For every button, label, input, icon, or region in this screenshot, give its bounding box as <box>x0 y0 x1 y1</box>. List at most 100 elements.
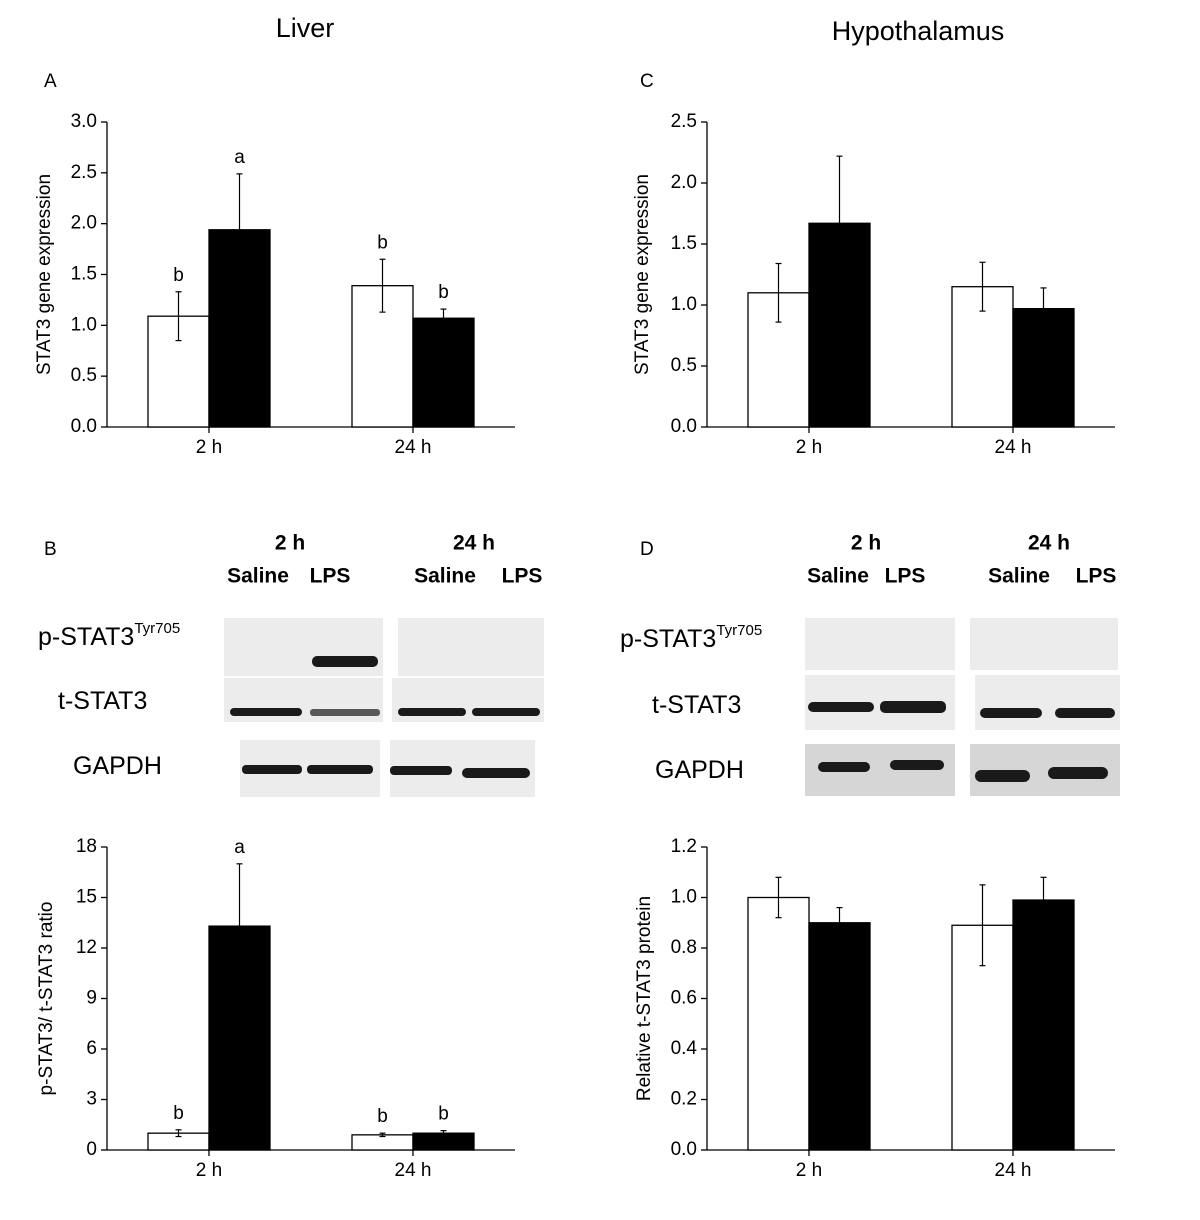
y-tick-label: 12 <box>76 937 97 958</box>
x-tick-label: 24 h <box>995 437 1032 458</box>
row-label-text: p-STAT3 <box>38 623 134 651</box>
error-bar <box>175 291 182 342</box>
band <box>472 708 540 716</box>
condition: Saline <box>807 565 869 588</box>
blot <box>975 675 1120 730</box>
y-tick-label: 1.0 <box>671 294 697 315</box>
y-tick-label: 0.0 <box>671 416 697 437</box>
x-tick-label: 24 h <box>395 1160 432 1181</box>
y-tick-label: 1.5 <box>671 233 697 254</box>
y-tick-label: 2.0 <box>671 172 697 193</box>
band <box>1048 767 1108 779</box>
error-bar <box>775 262 782 323</box>
row-label: p-STAT3Tyr705 <box>620 622 762 653</box>
band <box>312 656 378 667</box>
condition: LPS <box>1076 565 1117 588</box>
band <box>390 766 452 775</box>
bar <box>747 896 810 1151</box>
error-bar <box>979 884 986 967</box>
y-tick-label: 2.5 <box>71 162 97 183</box>
x-tick-label: 24 h <box>395 437 432 458</box>
group-time: 2 h <box>851 532 881 555</box>
row-label-text: t-STAT3 <box>58 687 147 715</box>
row-label: t-STAT3 <box>58 687 147 715</box>
error-bar <box>775 876 782 919</box>
y-axis-label: p-STAT3/ t-STAT3 ratio <box>36 902 57 1096</box>
significance-letter: a <box>234 837 245 858</box>
condition: Saline <box>414 565 476 588</box>
y-axis-label: STAT3 gene expression <box>632 174 653 375</box>
error-bar <box>175 1129 182 1138</box>
group-time: 24 h <box>1028 532 1070 555</box>
band <box>230 708 302 716</box>
y-axis-label: Relative t-STAT3 protein <box>634 896 655 1101</box>
significance-letter: b <box>438 1104 449 1125</box>
y-tick-label: 0 <box>86 1139 97 1160</box>
significance-letter: b <box>377 1106 388 1127</box>
y-tick-label: 1.2 <box>671 836 697 857</box>
bar <box>808 922 871 1151</box>
condition: Saline <box>227 565 289 588</box>
error-bar <box>379 1132 386 1138</box>
panel-letter: B <box>44 539 57 560</box>
y-tick-label: 0.4 <box>671 1038 698 1059</box>
x-tick-label: 2 h <box>196 1160 222 1181</box>
y-tick-label: 1.0 <box>671 887 697 908</box>
blot-images <box>224 618 1120 797</box>
error-bar <box>236 173 243 287</box>
band <box>980 708 1042 718</box>
x-tick-label: 2 h <box>796 437 822 458</box>
significance-letter: b <box>377 232 388 253</box>
row-label-sup: Tyr705 <box>134 620 180 637</box>
y-tick-label: 0.8 <box>671 937 697 958</box>
x-tick-label: 24 h <box>995 1160 1032 1181</box>
y-tick-label: 15 <box>76 887 97 908</box>
y-tick-label: 1.0 <box>71 314 97 335</box>
group-time: 2 h <box>275 532 305 555</box>
bar <box>412 317 475 428</box>
row-label: GAPDH <box>73 752 162 780</box>
band <box>1055 708 1115 718</box>
blot <box>970 618 1118 670</box>
band <box>310 709 380 716</box>
band <box>890 760 944 770</box>
y-tick-label: 0.2 <box>671 1089 697 1110</box>
y-tick-label: 0.5 <box>71 365 97 386</box>
panel-letter: C <box>640 71 654 92</box>
error-bar <box>979 261 986 312</box>
y-tick-label: 3 <box>86 1089 97 1110</box>
band <box>242 765 302 774</box>
condition: LPS <box>502 565 543 588</box>
y-tick-label: 18 <box>76 836 97 857</box>
column-title: Hypothalamus <box>832 16 1005 46</box>
row-label-text: p-STAT3 <box>620 625 716 653</box>
significance-letter: a <box>234 147 245 168</box>
y-tick-label: 3.0 <box>71 111 97 132</box>
group-time: 24 h <box>453 532 495 555</box>
error-bar <box>1040 287 1047 330</box>
panel-letter: D <box>640 539 654 560</box>
y-tick-label: 0.0 <box>671 1139 697 1160</box>
blot <box>805 618 955 670</box>
significance-letter: b <box>438 282 449 303</box>
error-bar <box>1040 876 1047 924</box>
y-tick-label: 9 <box>86 988 97 1009</box>
y-tick-label: 1.5 <box>71 264 97 285</box>
x-tick-label: 2 h <box>796 1160 822 1181</box>
column-title: Liver <box>276 13 335 43</box>
row-label: t-STAT3 <box>652 691 741 719</box>
band <box>808 702 874 712</box>
band <box>880 701 946 713</box>
band <box>462 768 530 778</box>
panel-letter: A <box>44 71 57 92</box>
significance-letter: b <box>173 1103 184 1124</box>
condition: LPS <box>310 565 351 588</box>
x-tick-label: 2 h <box>196 437 222 458</box>
row-label-text: GAPDH <box>655 756 744 784</box>
band <box>975 770 1030 782</box>
error-bar <box>236 863 243 990</box>
condition: LPS <box>885 565 926 588</box>
row-label-sup: Tyr705 <box>716 622 762 639</box>
row-label-text: GAPDH <box>73 752 162 780</box>
